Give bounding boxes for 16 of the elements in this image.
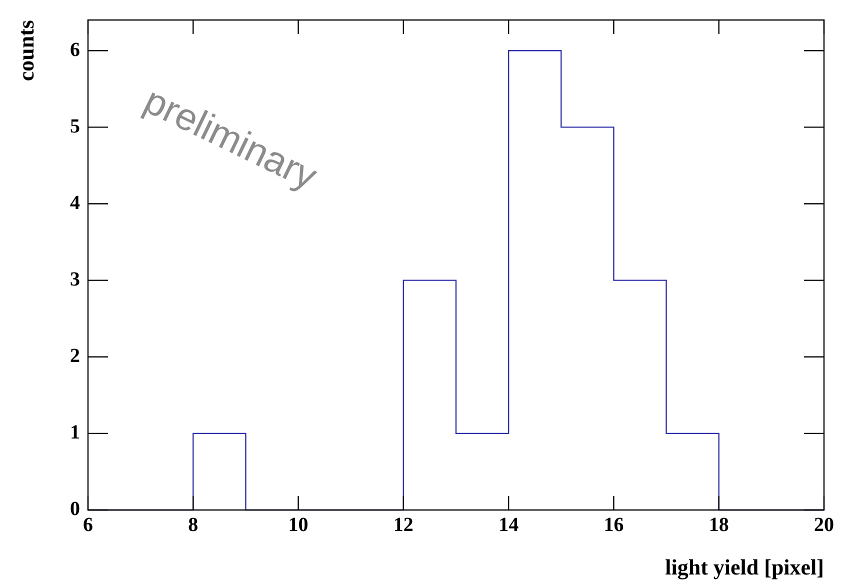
x-tick-label: 8	[188, 514, 198, 536]
x-tick-label: 16	[604, 514, 624, 536]
x-tick-label: 12	[393, 514, 414, 536]
y-tick-label: 6	[70, 38, 80, 61]
x-tick-label: 18	[708, 514, 729, 536]
x-axis-title: light yield [pixel]	[665, 554, 824, 580]
y-tick-label: 3	[70, 268, 80, 290]
x-tick-label: 10	[288, 514, 308, 536]
x-tick-label: 20	[814, 514, 834, 536]
y-tick-label: 4	[70, 192, 80, 214]
y-tick-label: 5	[70, 115, 80, 138]
y-tick-label: 2	[70, 345, 80, 368]
y-tick-label: 0	[70, 498, 80, 520]
y-tick-label: 1	[70, 422, 80, 444]
y-axis-title: counts	[14, 20, 39, 82]
x-tick-label: 14	[498, 514, 519, 536]
